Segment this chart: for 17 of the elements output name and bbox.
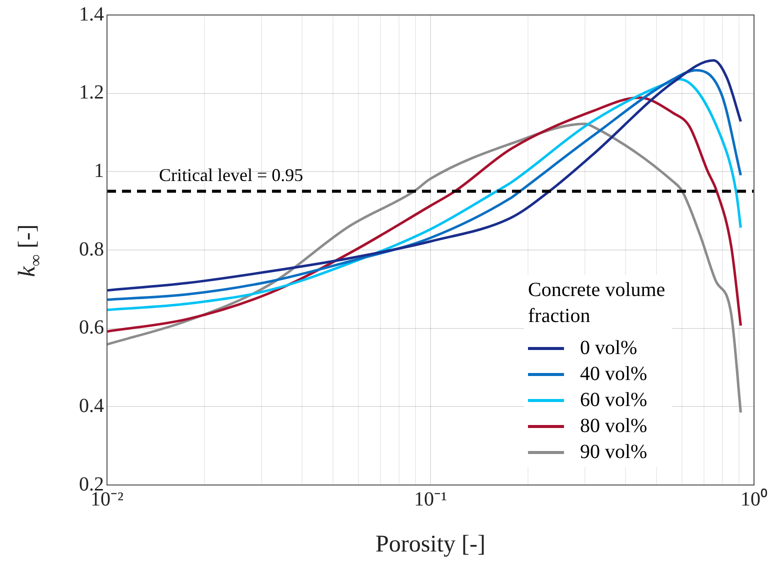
ref-line-label: Critical level = 0.95 xyxy=(159,164,304,185)
x-tick-label: 10⁰ xyxy=(740,487,768,510)
legend-label: 90 vol% xyxy=(580,440,648,465)
legend-label: 60 vol% xyxy=(580,388,648,413)
y-tick-label: 1.4 xyxy=(79,3,104,26)
x-tick-label: 10⁻¹ xyxy=(414,488,447,510)
x-axis-title: Porosity [-] xyxy=(376,531,486,558)
y-axis-title: k∞ [-] xyxy=(14,224,45,277)
y-tick-label: 1 xyxy=(94,160,104,182)
y-tick-label: 0.8 xyxy=(79,238,104,260)
legend-label: 40 vol% xyxy=(580,362,648,387)
legend-label: 80 vol% xyxy=(580,414,648,439)
legend-title: Concrete volume fraction xyxy=(528,278,666,329)
y-tick-label: 0.6 xyxy=(79,316,104,339)
y-tick-label: 1.2 xyxy=(79,82,104,104)
y-tick-label: 0.4 xyxy=(79,394,104,417)
legend-label: 0 vol% xyxy=(580,336,638,361)
